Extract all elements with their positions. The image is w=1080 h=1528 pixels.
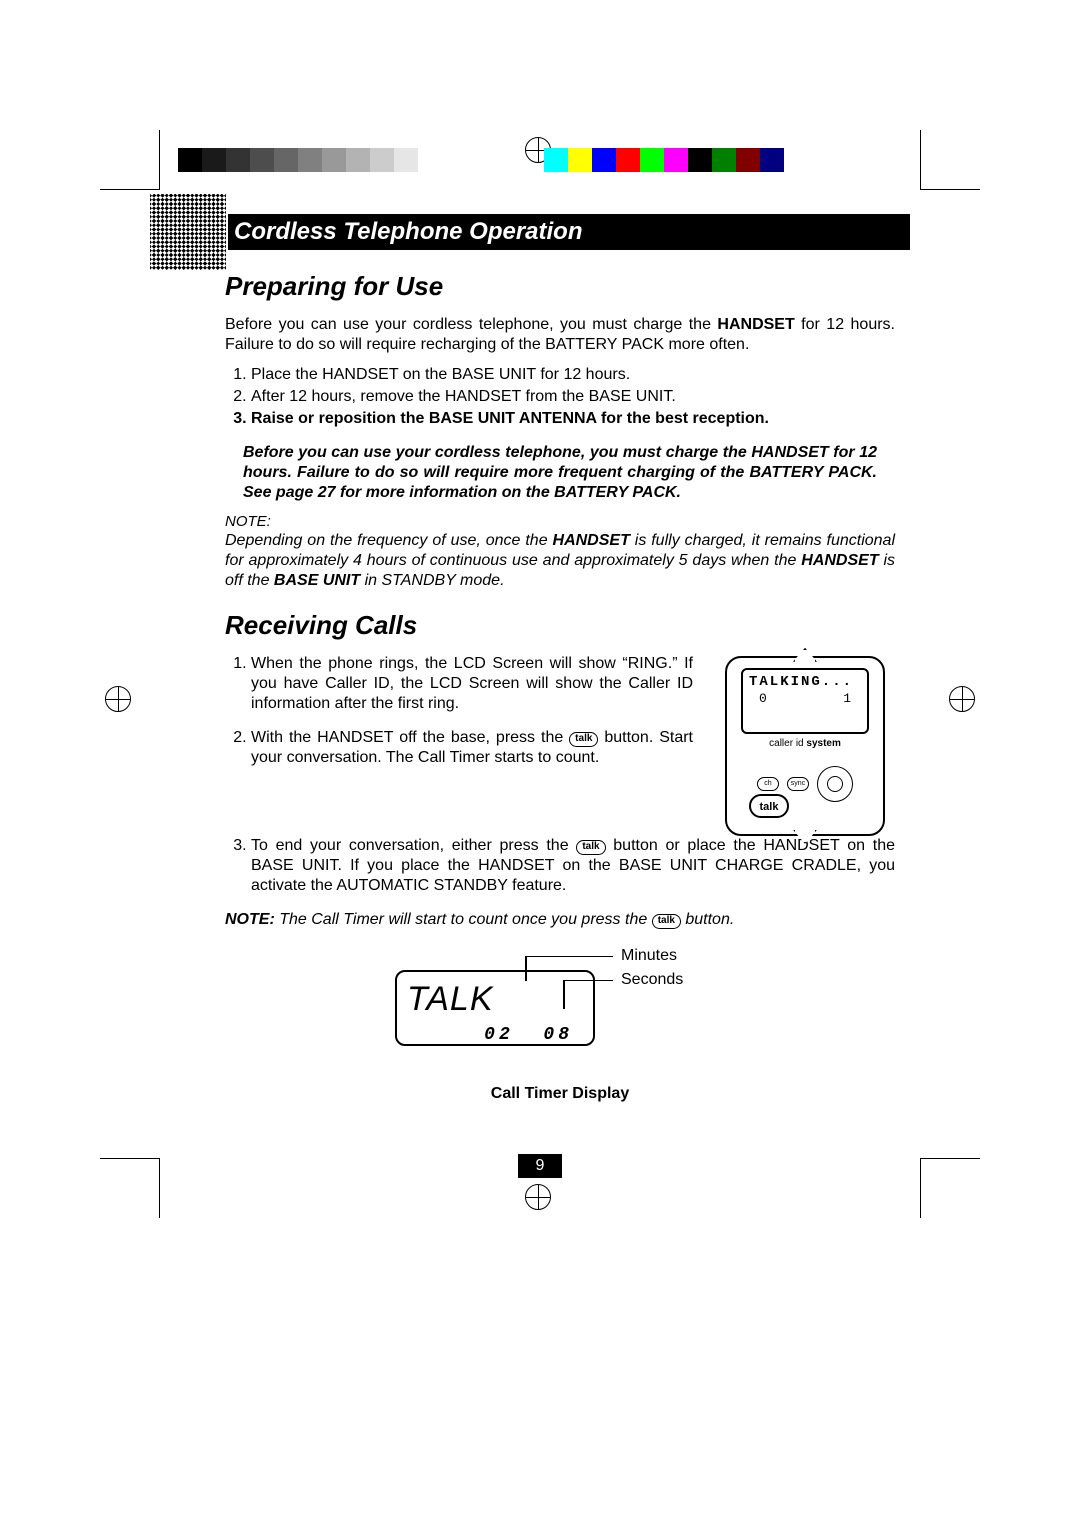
warning-paragraph: Before you can use your cordless telepho… (225, 443, 895, 503)
list-item: With the HANDSET off the base, press the… (251, 728, 693, 768)
color-chip (544, 148, 568, 172)
color-chip (664, 148, 688, 172)
color-chip (616, 148, 640, 172)
crop-mark (920, 1158, 980, 1218)
color-chip (322, 148, 346, 172)
color-chip (394, 148, 418, 172)
navpad-icon (817, 766, 853, 802)
intro-paragraph: Before you can use your cordless telepho… (225, 315, 895, 355)
color-chip (370, 148, 394, 172)
timer-display-box: TALK 02 08 (395, 970, 595, 1046)
screen-value: 1 (843, 691, 851, 707)
timer-minutes: 02 (484, 1025, 514, 1045)
receiving-steps: When the phone rings, the LCD Screen wil… (225, 654, 693, 768)
main-content: Preparing for Use Before you can use you… (225, 262, 895, 1104)
call-timer-figure: TALK 02 08 Minutes Seconds (225, 940, 895, 1080)
leader-line (525, 956, 613, 957)
list-item: When the phone rings, the LCD Screen wil… (251, 654, 693, 714)
caller-id-label: caller id system (727, 738, 883, 751)
sync-button-icon: sync (787, 777, 809, 791)
registration-mark-icon (525, 1184, 551, 1210)
earpiece-icon (793, 648, 817, 662)
color-chip (298, 148, 322, 172)
talk-button-icon: talk (652, 914, 681, 929)
registration-mark-icon (949, 686, 975, 712)
page-header: Cordless Telephone Operation (228, 214, 910, 250)
screen-value: 0 (759, 691, 767, 707)
minutes-label: Minutes (621, 946, 677, 966)
seconds-label: Seconds (621, 970, 683, 990)
screen-status-text: TALKING... (749, 674, 861, 692)
color-chip (592, 148, 616, 172)
registration-mark-icon (105, 686, 131, 712)
section-title-receiving: Receiving Calls (225, 609, 895, 642)
timer-talk-label: TALK (407, 978, 583, 1021)
list-item: Raise or reposition the BASE UNIT ANTENN… (251, 409, 895, 429)
color-chip (568, 148, 592, 172)
talk-button-icon: talk (749, 794, 789, 818)
color-chip (760, 148, 784, 172)
list-item: After 12 hours, remove the HANDSET from … (251, 387, 895, 407)
color-chip (418, 148, 442, 172)
color-chip (226, 148, 250, 172)
color-chip (346, 148, 370, 172)
handset-diagram: TALKING... 0 1 caller id system ch sync (725, 656, 885, 836)
color-chip (178, 148, 202, 172)
color-chip (250, 148, 274, 172)
color-chip (688, 148, 712, 172)
note-label: NOTE: (225, 513, 895, 532)
color-chip (712, 148, 736, 172)
calibration-bars (178, 148, 902, 172)
crop-mark (100, 130, 160, 190)
section-title-preparing: Preparing for Use (225, 270, 895, 303)
color-chip (736, 148, 760, 172)
crop-mark (100, 1158, 160, 1218)
talk-button-icon: talk (569, 732, 598, 747)
handset-screen: TALKING... 0 1 (741, 668, 869, 734)
ch-button-icon: ch (757, 777, 779, 791)
color-chip (274, 148, 298, 172)
figure-caption: Call Timer Display (225, 1084, 895, 1104)
crop-mark (920, 130, 980, 190)
color-chip (202, 148, 226, 172)
timer-seconds: 08 (543, 1025, 573, 1045)
preparing-steps: Place the HANDSET on the BASE UNIT for 1… (225, 365, 895, 429)
list-item: Place the HANDSET on the BASE UNIT for 1… (251, 365, 895, 385)
talk-button-icon: talk (576, 840, 605, 855)
color-chip (640, 148, 664, 172)
leader-line (563, 980, 613, 981)
note-call-timer: NOTE: The Call Timer will start to count… (225, 910, 895, 930)
qr-icon (150, 194, 226, 270)
page-number: 9 (518, 1154, 562, 1178)
list-item: To end your conversation, either press t… (251, 836, 895, 896)
note-body: Depending on the frequency of use, once … (225, 531, 895, 591)
color-chip (784, 148, 808, 172)
page: Cordless Telephone Operation Preparing f… (0, 0, 1080, 1528)
receiving-steps-cont: To end your conversation, either press t… (225, 836, 895, 896)
